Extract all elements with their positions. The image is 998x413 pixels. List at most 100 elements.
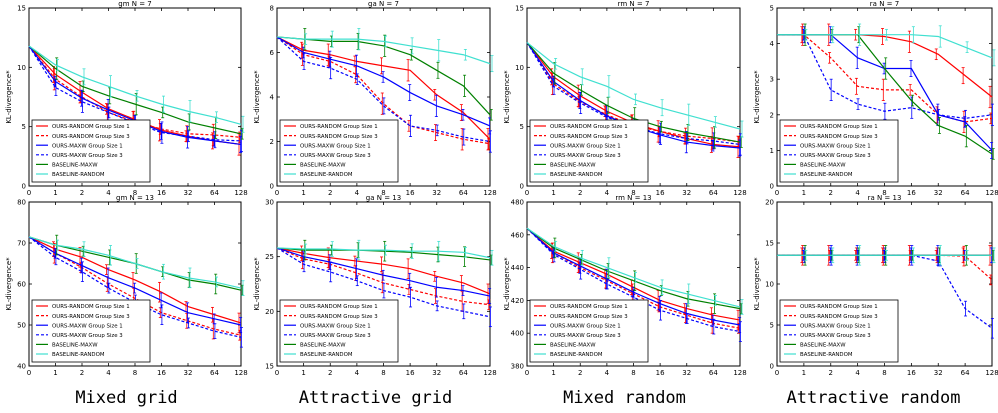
x-tick-label: 2 xyxy=(578,189,582,197)
x-tick-label: 128 xyxy=(234,189,247,197)
series-baseline-random xyxy=(276,239,494,266)
series-line xyxy=(28,45,242,138)
y-tick-label: 0 xyxy=(270,183,274,191)
series-line xyxy=(28,45,242,125)
series-line xyxy=(526,227,741,310)
x-tick-label: 16 xyxy=(656,189,665,197)
legend-entry: OURS-MAXW Group Size 1 xyxy=(300,323,371,329)
x-tick-label: 1 xyxy=(802,369,806,377)
x-tick-label: 2 xyxy=(829,189,833,197)
y-axis-label: KL-divergence* xyxy=(503,70,511,124)
series-baseline-random xyxy=(526,41,744,138)
y-tick-label: 5 xyxy=(22,123,26,131)
x-tick-label: 8 xyxy=(631,369,635,377)
x-tick-label: 32 xyxy=(432,189,441,197)
series-baseline-random xyxy=(276,28,494,73)
y-tick-label: 25 xyxy=(265,253,274,261)
y-tick-label: 70 xyxy=(17,240,26,248)
legend-entry: BASELINE-RANDOM xyxy=(300,172,353,178)
y-axis-label: KL-divergence* xyxy=(253,257,261,311)
legend-entry: BASELINE-RANDOM xyxy=(550,352,603,358)
series-line xyxy=(526,42,741,143)
legend-entry: BASELINE-MAXW xyxy=(300,343,346,349)
legend: OURS-RANDOM Group Size 1 OURS-RANDOM Grou… xyxy=(279,119,399,183)
panel-gm-n-7: gm N = 7 KL-divergence* 0 1 2 4 8 16 32 64 128 0 5 10… xyxy=(5,0,248,197)
y-tick-label: 15 xyxy=(515,5,524,13)
x-tick-label: 0 xyxy=(27,369,31,377)
y-tick-label: 0 xyxy=(770,183,774,191)
chart-title: rm N = 13 xyxy=(615,194,651,202)
x-tick-label: 0 xyxy=(525,369,529,377)
legend-entry: OURS-RANDOM Group Size 3 xyxy=(550,314,628,320)
x-tick-label: 16 xyxy=(907,189,916,197)
legend-entry: OURS-MAXW Group Size 1 xyxy=(800,143,871,149)
chart-title: ga N = 13 xyxy=(366,194,401,202)
series-ours-random-group-size-1 xyxy=(28,236,242,334)
y-tick-label: 20 xyxy=(765,199,774,207)
x-tick-label: 0 xyxy=(275,369,279,377)
x-tick-label: 2 xyxy=(328,189,332,197)
legend-entry: OURS-MAXW Group Size 3 xyxy=(800,333,871,339)
x-tick-label: 8 xyxy=(631,189,635,197)
x-tick-label: 64 xyxy=(459,369,468,377)
y-tick-label: 15 xyxy=(265,363,274,371)
chart-title: ga N = 7 xyxy=(368,0,399,8)
series-line xyxy=(28,236,242,289)
x-tick-label: 128 xyxy=(234,369,247,377)
series-line xyxy=(276,36,491,145)
legend-entry: BASELINE-MAXW xyxy=(800,163,846,169)
series-ours-maxw-group-size-1 xyxy=(276,36,492,135)
y-tick-label: 5 xyxy=(770,322,774,330)
legend-entry: OURS-MAXW Group Size 3 xyxy=(550,333,621,339)
x-tick-label: 32 xyxy=(184,369,193,377)
legend: OURS-RANDOM Group Size 1 OURS-RANDOM Grou… xyxy=(279,299,399,363)
chart-title: ra N = 7 xyxy=(870,0,899,8)
y-tick-label: 80 xyxy=(17,199,26,207)
legend-entry: OURS-MAXW Group Size 3 xyxy=(550,153,621,159)
series-line xyxy=(777,34,993,59)
legend-box xyxy=(279,119,399,183)
x-tick-label: 0 xyxy=(275,189,279,197)
x-tick-label: 64 xyxy=(709,189,718,197)
legend-entry: BASELINE-RANDOM xyxy=(52,172,105,178)
x-tick-label: 2 xyxy=(328,369,332,377)
legend-entry: BASELINE-MAXW xyxy=(550,343,596,349)
y-tick-label: 20 xyxy=(265,308,274,316)
x-tick-label: 2 xyxy=(80,369,84,377)
x-tick-label: 8 xyxy=(882,369,886,377)
x-tick-label: 1 xyxy=(551,189,555,197)
y-tick-label: 10 xyxy=(17,64,26,72)
legend-box xyxy=(529,119,649,183)
y-tick-label: 2 xyxy=(770,111,774,119)
y-tick-label: 380 xyxy=(511,363,524,371)
x-tick-label: 128 xyxy=(985,369,998,377)
chart-title: gm N = 13 xyxy=(116,194,154,202)
series-line xyxy=(276,247,491,259)
series-line xyxy=(526,227,741,308)
y-tick-label: 40 xyxy=(17,363,26,371)
y-tick-label: 50 xyxy=(17,322,26,330)
series-line xyxy=(28,45,242,135)
legend-entry: OURS-MAXW Group Size 1 xyxy=(52,323,123,329)
legend-entry: OURS-RANDOM Group Size 1 xyxy=(52,124,130,130)
y-tick-label: 0 xyxy=(770,363,774,371)
legend-entry: BASELINE-MAXW xyxy=(52,163,98,169)
legend-entry: OURS-RANDOM Group Size 1 xyxy=(52,304,130,310)
y-tick-label: 420 xyxy=(511,297,524,305)
panel-ga-n-13: ga N = 13 KL-divergence* 0 1 2 4 8 16 32 64 128 15 2… xyxy=(253,194,497,377)
panel-rm-n-13: rm N = 13 KL-divergence* 0 1 2 4 8 16 32 64 128 380… xyxy=(503,194,747,377)
caption-mixed-grid: Mixed grid xyxy=(75,388,178,408)
legend-box xyxy=(779,299,899,363)
legend-entry: OURS-MAXW Group Size 1 xyxy=(550,323,621,329)
series-line xyxy=(28,236,242,338)
x-tick-label: 1 xyxy=(53,189,57,197)
panel-rm-n-7: rm N = 7 KL-divergence* 0 1 2 4 8 16 32 64 128 0 5 10… xyxy=(503,0,747,197)
y-axis-label: KL-divergence* xyxy=(753,70,761,124)
chart-title: rm N = 7 xyxy=(618,0,650,8)
y-tick-label: 0 xyxy=(520,183,524,191)
legend-entry: BASELINE-RANDOM xyxy=(300,352,353,358)
legend-entry: OURS-MAXW Group Size 1 xyxy=(52,143,123,149)
y-tick-label: 60 xyxy=(17,281,26,289)
x-tick-label: 64 xyxy=(210,369,219,377)
